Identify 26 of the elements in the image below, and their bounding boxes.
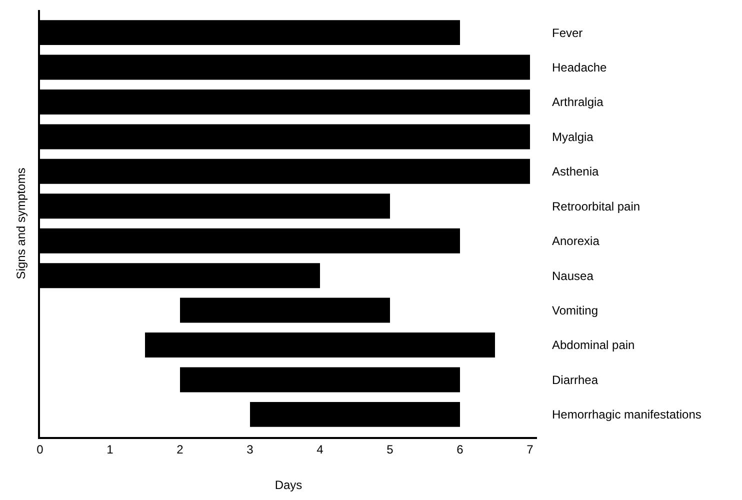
- x-tick-label: 7: [526, 442, 534, 456]
- y-tick-label: Nausea: [552, 268, 594, 283]
- y-tick-label: Abdominal pain: [552, 338, 635, 352]
- y-tick-label: Myalgia: [552, 130, 594, 144]
- x-tick-label: 0: [36, 442, 44, 456]
- x-axis-title: Days: [274, 478, 302, 492]
- x-tick-label: 4: [316, 442, 324, 456]
- y-tick-label: Retroorbital pain: [552, 199, 640, 214]
- y-tick-label: Fever: [552, 26, 583, 40]
- bar: [180, 298, 390, 323]
- y-tick-label: Headache: [552, 60, 608, 74]
- y-tick-label: Asthenia: [552, 164, 600, 179]
- x-tick-label: 2: [176, 442, 184, 456]
- y-tick-label: Diarrhea: [552, 372, 598, 387]
- bar: [145, 332, 495, 358]
- x-tick-label: 6: [456, 442, 464, 456]
- y-tick-label: Vomiting: [552, 303, 598, 318]
- y-tick-label: Hemorrhagic manifestations: [552, 408, 702, 422]
- bar: [180, 367, 460, 392]
- x-tick-label: 3: [246, 442, 254, 456]
- x-tick-label: 5: [386, 442, 394, 456]
- y-tick-label: Anorexia: [552, 234, 600, 248]
- y-tick-label: Arthralgia: [552, 95, 604, 110]
- bar: [250, 402, 460, 427]
- x-tick-label: 1: [106, 442, 114, 456]
- y-axis-title: Signs and symptoms: [14, 168, 28, 280]
